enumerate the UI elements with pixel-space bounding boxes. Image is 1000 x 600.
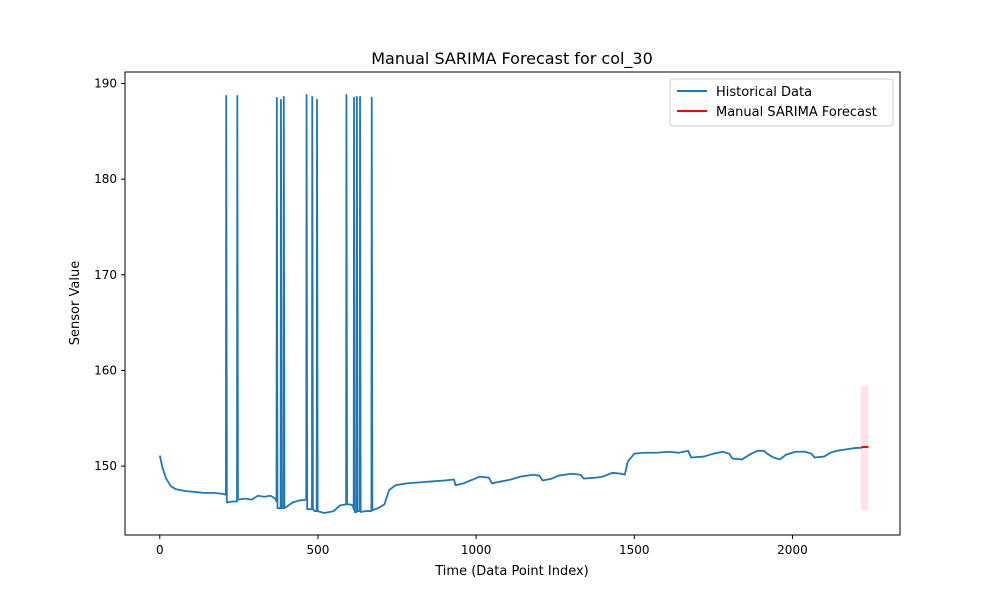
axis-ticks: 0 500 1000 1500 2000 150 160 170 180 190 bbox=[94, 76, 808, 557]
x-tick-label: 500 bbox=[307, 543, 330, 557]
historical-data-line bbox=[158, 94, 861, 514]
legend-label-manual-sarima-forecast: Manual SARIMA Forecast bbox=[716, 105, 877, 120]
x-tick-label: 1500 bbox=[619, 543, 650, 557]
y-axis-label: Sensor Value bbox=[68, 261, 83, 345]
x-tick-label: 0 bbox=[156, 543, 164, 557]
legend-label-historical-data: Historical Data bbox=[716, 85, 812, 100]
y-tick-label: 170 bbox=[94, 268, 117, 282]
legend: Historical Data Manual SARIMA Forecast bbox=[669, 78, 894, 127]
y-tick-label: 160 bbox=[94, 363, 117, 377]
x-tick-label: 1000 bbox=[461, 543, 492, 557]
y-tick-label: 150 bbox=[94, 459, 117, 473]
plot-area bbox=[158, 94, 869, 514]
y-tick-label: 180 bbox=[94, 172, 117, 186]
forecast-line bbox=[860, 445, 869, 449]
axes-frame bbox=[124, 71, 901, 536]
x-axis-label: Time (Data Point Index) bbox=[434, 564, 588, 579]
x-tick-label: 2000 bbox=[777, 543, 808, 557]
legend-box bbox=[669, 78, 894, 127]
y-tick-label: 190 bbox=[94, 76, 117, 90]
chart-title: Manual SARIMA Forecast for col_30 bbox=[371, 49, 653, 69]
